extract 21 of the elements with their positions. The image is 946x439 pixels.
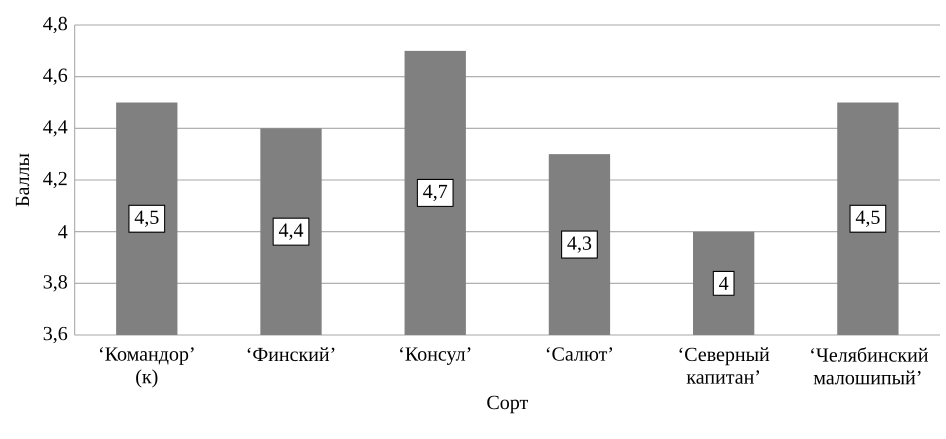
x-tick-label: ‘Финский’ xyxy=(248,347,334,362)
x-tick-label: ‘Салют’ xyxy=(546,347,612,361)
data-label: 4,7 xyxy=(423,184,448,202)
data-label: 4,5 xyxy=(134,210,159,227)
y-tick-label: 4,8 xyxy=(43,16,67,34)
x-axis-title: Сорт xyxy=(487,396,528,414)
data-label: 4,4 xyxy=(278,224,304,240)
data-label: 4,5 xyxy=(856,210,880,227)
x-tick-label: ‘Челябинский малошипый’ xyxy=(811,347,928,384)
y-tick-label: 3,8 xyxy=(44,275,67,292)
data-label: 4,3 xyxy=(567,236,592,253)
y-tick-label: 4,6 xyxy=(43,68,68,85)
x-tick-label: ‘Северный капитан’ xyxy=(680,347,770,384)
data-label: 4 xyxy=(719,276,728,290)
y-tick-label: 4,4 xyxy=(43,120,68,136)
y-axis-title: Баллы xyxy=(16,154,30,206)
x-tick-label: ‘Командор’ (к) xyxy=(100,347,194,388)
y-tick-label: 3,6 xyxy=(44,326,68,344)
x-tick-label: ‘Консул’ xyxy=(400,347,470,365)
y-tick-label: 4 xyxy=(58,225,68,238)
y-tick-label: 4,2 xyxy=(43,172,67,188)
